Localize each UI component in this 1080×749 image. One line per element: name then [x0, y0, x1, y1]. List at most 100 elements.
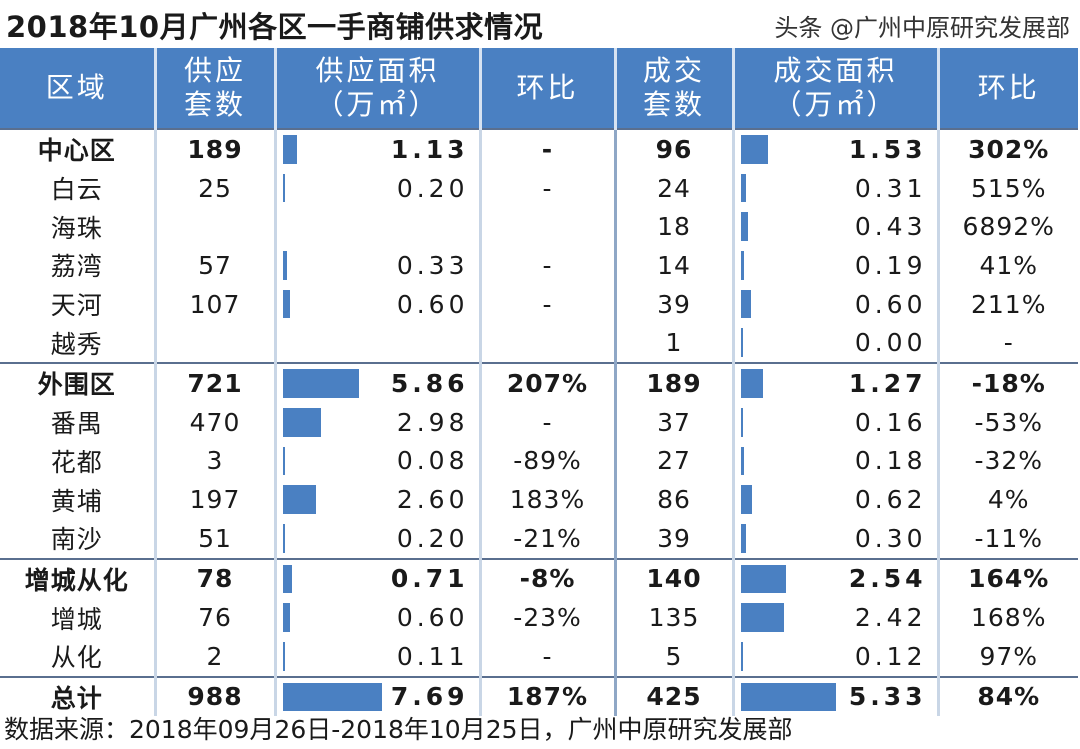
supply-area-bar	[282, 289, 291, 319]
deal-area-bar	[740, 485, 752, 514]
deal-mom-cell: 41%	[936, 246, 1078, 285]
deal-units-value: 96	[655, 134, 693, 164]
region-value: 增城	[50, 604, 103, 634]
supply-area-value: 0.60	[396, 603, 469, 633]
supply-units-value: 2	[206, 641, 224, 671]
supply-area-cell: 5.86	[273, 362, 480, 403]
supply-units-cell	[153, 323, 275, 364]
supply-units-cell	[153, 207, 275, 247]
deal-area-bar	[740, 251, 744, 280]
deal-area-cell: 0.12	[731, 636, 938, 677]
deal-mom-value: -18%	[971, 368, 1046, 398]
supply-area-value: 0.71	[390, 564, 469, 594]
deal-area-cell: 0.19	[731, 246, 938, 285]
region-cell: 海珠	[0, 207, 155, 246]
deal-area-bar	[740, 564, 787, 594]
deal-area-cell: 2.54	[731, 557, 938, 599]
supply-area-value: 7.69	[390, 682, 469, 712]
supply-area-cell: 0.71	[273, 557, 480, 599]
deal-mom-value: 302%	[968, 134, 1050, 164]
deal-mom-value: 4%	[987, 485, 1030, 515]
deal-mom-cell: -	[936, 323, 1078, 364]
table-row: 越秀 1 0.00 -	[0, 323, 1078, 364]
supply-mom-value: -	[542, 173, 553, 203]
supply-units-value: 78	[196, 564, 234, 594]
deal-area-value: 0.62	[854, 485, 927, 515]
deal-mom-cell: -18%	[936, 362, 1078, 403]
supply-area-value: 0.60	[396, 289, 469, 319]
deal-units-value: 14	[657, 250, 691, 280]
supply-mom-value: -	[542, 407, 553, 437]
region-value: 总计	[50, 683, 103, 713]
deal-area-cell: 2.42	[731, 598, 938, 637]
supply-units-cell: 721	[153, 362, 275, 403]
deal-units-cell: 39	[613, 284, 733, 324]
supply-units-cell: 189	[153, 128, 275, 169]
deal-units-cell: 39	[613, 518, 733, 559]
deal-units-value: 37	[657, 407, 691, 437]
deal-area-bar	[740, 212, 749, 242]
supply-area-bar	[282, 603, 291, 632]
deal-units-value: 135	[648, 603, 700, 633]
region-cell: 白云	[0, 169, 155, 208]
deal-area-cell: 0.16	[731, 402, 938, 442]
supply-area-bar	[282, 564, 292, 594]
supply-mom-cell: -	[478, 246, 615, 285]
deal-area-cell: 5.33	[731, 675, 938, 717]
supply-mom-value: -	[541, 134, 554, 164]
deal-units-cell: 14	[613, 246, 733, 285]
region-value: 白云	[50, 175, 103, 205]
supply-area-cell	[273, 323, 480, 364]
supply-units-cell: 2	[153, 636, 275, 677]
supply-units-value: 470	[189, 407, 241, 437]
watermark: 头条 @广州中原研究发展部	[774, 14, 1070, 42]
supply-area-cell: 0.20	[273, 168, 480, 208]
deal-area-cell: 0.18	[731, 441, 938, 481]
deal-mom-cell: 4%	[936, 480, 1078, 519]
table-row: 黄埔 197 2.60 183% 86 0.62 4%	[0, 480, 1078, 519]
deal-units-cell: 5	[613, 636, 733, 677]
supply-mom-cell: -	[478, 636, 615, 677]
region-cell: 荔湾	[0, 246, 155, 285]
deal-mom-cell: 84%	[936, 675, 1078, 717]
deal-area-bar	[740, 407, 744, 437]
supply-area-cell: 0.60	[273, 284, 480, 324]
supply-area-bar	[282, 523, 286, 553]
region-value: 越秀	[50, 329, 103, 359]
supply-area-bar	[282, 485, 317, 514]
deal-units-value: 189	[646, 368, 702, 398]
deal-area-bar	[740, 641, 743, 671]
deal-area-cell: 0.31	[731, 168, 938, 208]
region-value: 海珠	[50, 213, 103, 243]
supply-units-cell: 197	[153, 480, 275, 519]
supply-area-bar	[282, 135, 298, 164]
deal-area-bar	[740, 328, 743, 358]
deal-area-bar	[740, 523, 746, 553]
deal-mom-value: -53%	[974, 407, 1044, 437]
deal-units-cell: 86	[613, 480, 733, 519]
deal-area-value: 0.43	[854, 212, 927, 242]
supply-units-cell: 25	[153, 168, 275, 208]
source-note: 数据来源：2018年09月26日-2018年10月25日，广州中原研究发展部	[4, 715, 793, 744]
supply-area-bar	[282, 251, 287, 280]
supply-mom-cell: 183%	[478, 480, 615, 519]
deal-area-value: 0.00	[854, 328, 927, 358]
supply-mom-value: -	[542, 250, 553, 280]
deal-units-cell: 1	[613, 323, 733, 364]
supply-units-cell: 3	[153, 441, 275, 481]
supply-units-value: 76	[198, 603, 232, 633]
deal-area-value: 0.60	[854, 289, 927, 319]
region-cell: 总计	[0, 675, 155, 717]
supply-units-cell: 988	[153, 675, 275, 717]
deal-units-cell: 135	[613, 598, 733, 637]
deal-units-value: 39	[657, 289, 691, 319]
table-row: 花都 3 0.08 -89% 27 0.18 -32%	[0, 441, 1078, 481]
table-row: 增城 76 0.60 -23% 135 2.42 168%	[0, 598, 1078, 637]
region-cell: 中心区	[0, 128, 155, 169]
header-supply-area: 供应面积 （万㎡）	[273, 48, 480, 129]
supply-mom-value: 183%	[509, 485, 586, 515]
table-row: 中心区 189 1.13 - 96 1.53 302%	[0, 128, 1078, 169]
deal-units-value: 425	[646, 682, 702, 712]
region-cell: 番禺	[0, 403, 155, 442]
deal-units-value: 5	[665, 641, 683, 671]
